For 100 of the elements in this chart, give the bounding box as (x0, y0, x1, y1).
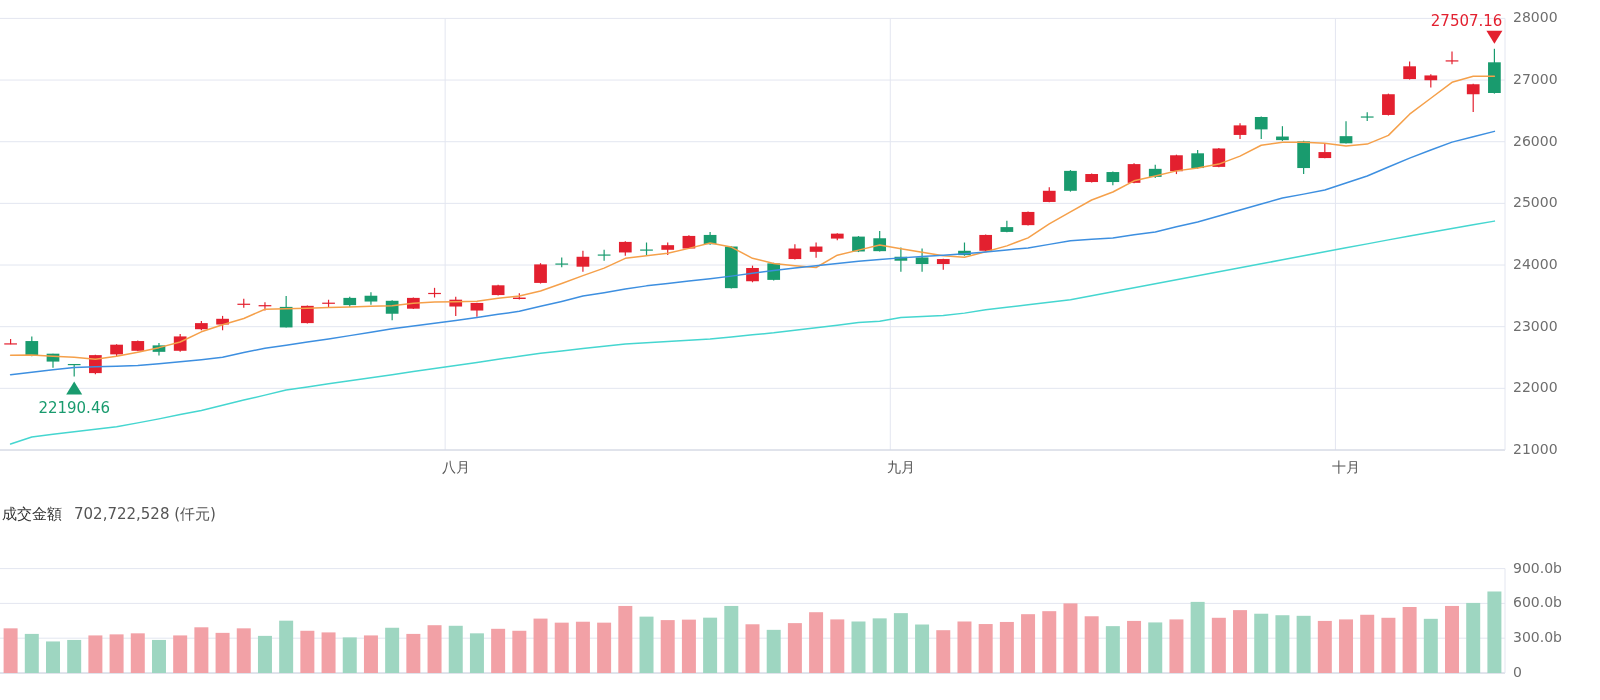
bar (1190, 601, 1205, 673)
x-tick-label: 十月 (1332, 459, 1361, 475)
candlestick (364, 291, 378, 306)
bar (88, 635, 103, 673)
bar (1445, 605, 1459, 673)
bar (1339, 619, 1354, 673)
y-tick-label: 24000 (1513, 256, 1558, 273)
chart-subtitle: 702,722,528 (仟元) (74, 504, 216, 523)
y-tick-label: 21000 (1513, 441, 1558, 457)
bar (575, 621, 590, 673)
bar (194, 627, 209, 673)
bar (724, 605, 739, 673)
bar (999, 621, 1014, 673)
bar (406, 633, 421, 673)
bar (893, 613, 908, 673)
bar (321, 632, 336, 673)
candlestick (915, 247, 929, 273)
bar (1148, 622, 1163, 673)
annotation: 22190.46 (38, 398, 110, 417)
bar (766, 629, 781, 673)
candlestick (534, 262, 547, 285)
bar (130, 633, 145, 673)
bar (618, 605, 633, 673)
candlestick (1254, 115, 1268, 140)
candlestick (279, 295, 293, 329)
bar (300, 630, 315, 673)
bar (660, 620, 675, 673)
bar (1127, 620, 1142, 673)
line-series (9, 130, 1496, 376)
bar (1233, 610, 1248, 673)
bar (67, 639, 82, 673)
bar (257, 635, 272, 673)
bar (1466, 602, 1481, 673)
bar (1402, 607, 1417, 673)
bar (957, 621, 972, 673)
annotation: 22190.46 (38, 381, 110, 417)
bar (512, 630, 527, 673)
bar (385, 627, 400, 673)
bar (491, 628, 506, 673)
bar (851, 621, 866, 673)
bar (809, 612, 824, 673)
y-tick-label: 0 (1513, 664, 1522, 680)
bar (236, 628, 251, 673)
annotation: 27507.16 (1430, 11, 1503, 44)
bar (1042, 611, 1057, 673)
y-tick-label: 22000 (1513, 379, 1558, 396)
bar (363, 635, 378, 673)
bar (1487, 591, 1502, 673)
bar (342, 637, 357, 673)
bar (1423, 618, 1438, 673)
y-tick-label: 23000 (1513, 317, 1558, 334)
bar (469, 633, 484, 673)
bar (1021, 614, 1036, 673)
bar (1275, 615, 1290, 673)
bar (151, 639, 166, 673)
bar (681, 619, 696, 673)
bar (215, 632, 230, 673)
bar (448, 625, 463, 673)
bar (427, 625, 442, 673)
x-tick-label: 八月 (441, 459, 470, 475)
bar (3, 628, 18, 673)
bar (639, 616, 654, 673)
y-tick-label: 900.0b (1513, 559, 1563, 576)
bar (554, 622, 569, 673)
candlestick (1064, 169, 1077, 193)
bar (46, 641, 60, 673)
y-tick-label: 27000 (1513, 71, 1558, 88)
y-tick-label: 600.0b (1513, 594, 1563, 611)
candlestick (576, 250, 590, 273)
candlestick (1339, 120, 1353, 145)
annotation: 27507.16 (1430, 11, 1503, 30)
bar (1063, 603, 1078, 673)
bar (830, 619, 845, 673)
bar (1211, 617, 1226, 673)
bar (915, 624, 930, 673)
candlestick (1445, 50, 1459, 65)
bar (936, 630, 951, 673)
bar (533, 618, 548, 673)
bar (109, 634, 124, 673)
bar (24, 633, 39, 673)
y-tick-label: 26000 (1513, 132, 1558, 149)
bar (597, 622, 612, 673)
bar (173, 635, 188, 673)
bar (745, 624, 760, 673)
bar (1360, 614, 1375, 673)
bar (1381, 617, 1396, 673)
y-tick-label: 28000 (1513, 9, 1558, 26)
candlestick (1466, 83, 1480, 113)
chart-title: 成交金額 (2, 504, 62, 523)
bar (978, 624, 993, 673)
bar (1317, 620, 1332, 673)
bar (787, 623, 802, 673)
line-series (9, 220, 1496, 445)
bar (1169, 619, 1184, 673)
bar (1084, 616, 1099, 673)
bar (872, 618, 887, 673)
bar (279, 620, 294, 673)
candlestick (809, 241, 823, 259)
y-tick-label: 300.0b (1513, 629, 1563, 646)
bar (1254, 613, 1269, 673)
